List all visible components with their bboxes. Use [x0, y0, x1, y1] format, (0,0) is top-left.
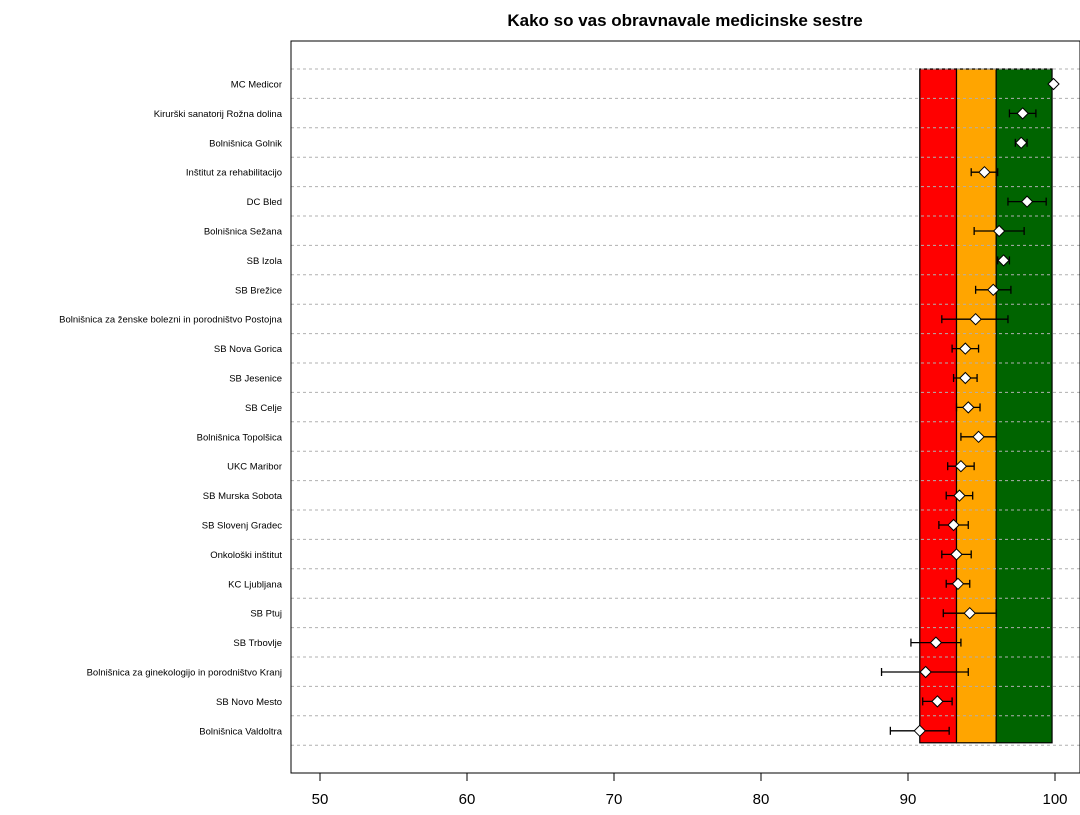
data-point: [959, 371, 972, 385]
x-tick-label: 90: [900, 791, 917, 808]
category-label: Inštitut za rehabilitacijo: [186, 168, 282, 179]
category-label: SB Jesenice: [229, 374, 282, 385]
data-point: [1014, 136, 1028, 150]
category-label: Bolnišnica Valdoltra: [199, 726, 282, 737]
category-label: Bolnišnica Golnik: [209, 138, 282, 149]
category-label: SB Murska Sobota: [203, 491, 283, 502]
data-point: [978, 165, 991, 179]
category-label: Bolnišnica Sežana: [204, 227, 283, 238]
category-label: Bolnišnica za ginekologijo in porodništv…: [87, 668, 282, 679]
data-point: [929, 636, 943, 649]
category-label: Onkološki inštitut: [210, 550, 282, 561]
category-label: Bolnišnica za ženske bolezni in porodniš…: [59, 315, 283, 326]
data-point: [1016, 107, 1029, 120]
data-point: [997, 254, 1010, 267]
category-label: SB Novo Mesto: [216, 697, 282, 708]
x-tick-label: 70: [606, 791, 623, 808]
category-label: MC Medicor: [231, 80, 282, 91]
data-point: [972, 430, 985, 444]
data-point: [969, 312, 982, 326]
data-point: [947, 518, 960, 532]
data-point: [953, 489, 966, 502]
data-point: [931, 695, 944, 708]
category-label: SB Nova Gorica: [214, 344, 283, 355]
x-tick-label: 80: [753, 791, 770, 808]
band-0: [919, 68, 958, 744]
x-tick-label: 100: [1042, 791, 1067, 808]
data-point: [950, 548, 963, 561]
chart-title: Kako so vas obravnavale medicinske sestr…: [507, 11, 862, 30]
category-label: UKC Maribor: [227, 462, 282, 473]
data-point: [913, 724, 926, 738]
category-label: SB Trbovlje: [233, 638, 282, 649]
x-tick-label: 50: [312, 791, 329, 808]
category-label: SB Slovenj Gradec: [202, 521, 283, 532]
x-tick-label: 60: [459, 791, 476, 808]
data-point: [954, 459, 968, 473]
category-labels: MC Medicor Kirurški sanatorij Rožna dolin…: [59, 80, 283, 738]
band-1: [955, 68, 997, 744]
data-point: [992, 224, 1006, 238]
category-label: Bolnišnica Topolšica: [197, 432, 283, 443]
category-label: SB Celje: [245, 403, 282, 414]
category-label: DC Bled: [247, 197, 282, 208]
x-axis: 50 60 70 80 90 100: [312, 773, 1068, 808]
data-point: [987, 283, 1000, 297]
category-label: Kirurški sanatorij Rožna dolina: [154, 109, 283, 120]
category-label: SB Izola: [247, 256, 283, 267]
data-points: [913, 77, 1060, 738]
data-point: [1020, 195, 1034, 208]
category-label: SB Brežice: [235, 285, 282, 296]
data-point: [1047, 77, 1060, 91]
data-point: [963, 606, 976, 620]
category-label: KC Ljubljana: [228, 579, 283, 590]
data-point: [951, 577, 965, 591]
plot-frame: [290, 40, 1080, 774]
band-2: [995, 68, 1053, 744]
data-point: [959, 342, 972, 355]
category-label: SB Ptuj: [250, 609, 282, 620]
data-point: [962, 401, 975, 414]
data-point: [919, 665, 932, 679]
